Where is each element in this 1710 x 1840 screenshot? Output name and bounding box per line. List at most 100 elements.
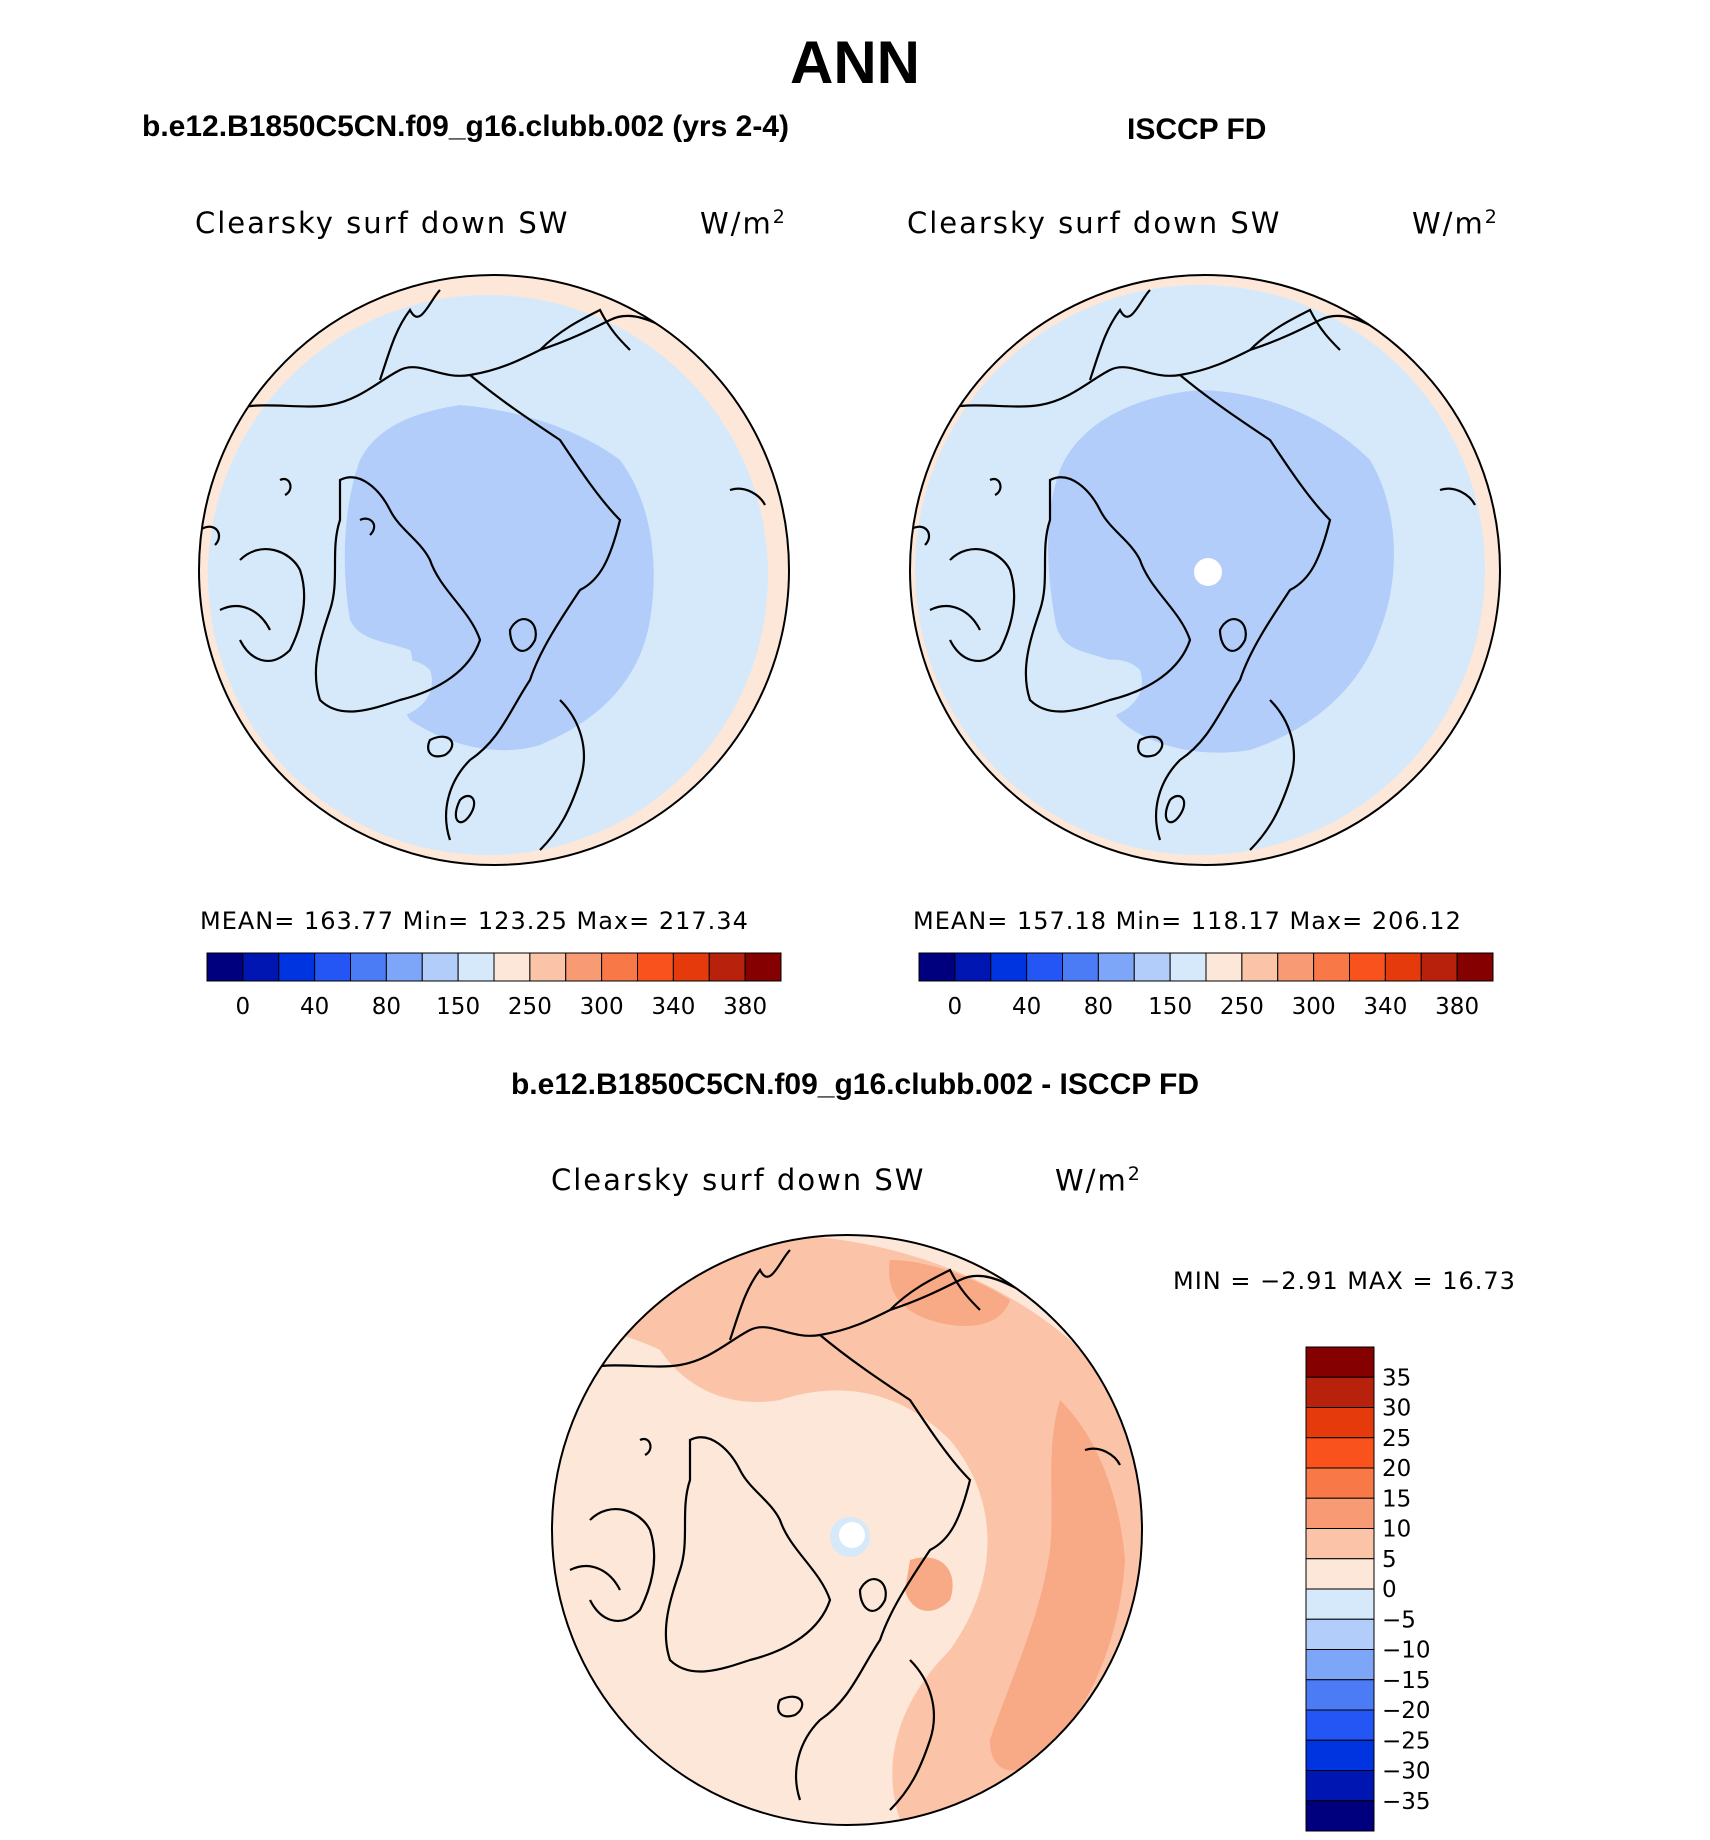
panel-2-colorbar-swatch xyxy=(1097,952,1135,982)
panel-3-colorbar-tick-label: −20 xyxy=(1382,1698,1431,1724)
panel-1-colorbar-swatch xyxy=(385,952,423,982)
map-1 xyxy=(198,274,790,866)
panel-3-colorbar-swatch xyxy=(1305,1376,1375,1408)
panel-2-variable-label: Clearsky surf down SW xyxy=(907,206,1282,240)
map-2-greenland-patch xyxy=(1054,659,1142,720)
panel-3-colorbar-swatch xyxy=(1305,1407,1375,1439)
panel-1-colorbar-swatch xyxy=(637,952,674,982)
map-3-missing-data-pole xyxy=(839,1522,865,1548)
panel-3-colorbar-tick-label: 5 xyxy=(1382,1547,1397,1573)
panel-3-colorbar-tick-label: −30 xyxy=(1382,1759,1431,1785)
panel-3-colorbar-swatch xyxy=(1305,1437,1375,1469)
panel-2-title: ISCCP FD xyxy=(1127,113,1267,146)
panel-3-colorbar-tick-label: 20 xyxy=(1382,1456,1411,1482)
map-1-inner-region xyxy=(344,405,654,751)
panel-2-colorbar-tick-label: 150 xyxy=(1148,994,1192,1020)
panel-3-colorbar-swatch xyxy=(1305,1739,1375,1771)
panel-1-variable-label: Clearsky surf down SW xyxy=(195,206,570,240)
panel-1-colorbar-swatch xyxy=(421,952,459,982)
panel-1-colorbar-swatch xyxy=(529,952,567,982)
panel-1-colorbar-tick-label: 380 xyxy=(723,994,767,1020)
panel-2-colorbar-swatch xyxy=(1169,952,1207,982)
panel-2-colorbar-tick-label: 40 xyxy=(1012,994,1041,1020)
panel-3-colorbar-swatch xyxy=(1305,1649,1375,1681)
map-1-greenland-patch xyxy=(344,659,432,720)
panel-1-title: b.e12.B1850C5CN.f09_g16.clubb.002 (yrs 2… xyxy=(142,110,789,143)
panel-2-colorbar-swatch xyxy=(1313,952,1350,982)
panel-2-colorbar-swatch xyxy=(1420,952,1458,982)
panel-3-colorbar-tick-label: −25 xyxy=(1382,1728,1431,1754)
panel-3-colorbar-tick-label: 30 xyxy=(1382,1396,1411,1422)
panel-2-units-label: W/m2 xyxy=(1412,206,1499,241)
panel-3-colorbar-tick-label: 10 xyxy=(1382,1517,1411,1543)
panel-3-colorbar-swatch xyxy=(1305,1709,1375,1741)
panel-1-stats: MEAN= 163.77 Min= 123.25 Max= 217.34 xyxy=(200,907,749,935)
panel-3-colorbar-tick-label: 35 xyxy=(1382,1365,1411,1391)
map-2-border xyxy=(909,274,1501,866)
map-3-mid-region xyxy=(560,1235,1142,1824)
panel-2-colorbar-swatch xyxy=(1133,952,1171,982)
panel-3-colorbar-swatch xyxy=(1305,1679,1375,1711)
map-3-inner-region xyxy=(990,1400,1125,1771)
panel-2-colorbar-swatch xyxy=(1456,952,1494,982)
panel-2-colorbar-tick-label: 0 xyxy=(948,994,963,1020)
panel-2-colorbar-swatch xyxy=(954,952,992,982)
panel-2-colorbar-swatch xyxy=(990,952,1028,982)
map-3-coastlines xyxy=(569,1249,1121,1811)
panel-2-colorbar-tick-label: 380 xyxy=(1435,994,1479,1020)
panel-1-colorbar-tick-label: 250 xyxy=(508,994,552,1020)
panel-1-colorbar-swatch xyxy=(242,952,280,982)
panel-3-colorbar-swatch xyxy=(1305,1558,1375,1590)
map-2-missing-data-pole xyxy=(1194,558,1222,586)
panel-3-colorbar-swatch xyxy=(1305,1618,1375,1650)
panel-3-colorbar-tick-label: 15 xyxy=(1382,1486,1411,1512)
panel-3-units-label: W/m2 xyxy=(1055,1163,1142,1198)
panel-3-colorbar: 35 30 25 20 15 10 5 0 −5 −10 −15 −20 −25 −30 −35 xyxy=(1305,1346,1431,1832)
panel-3-variable-label: Clearsky surf down SW xyxy=(551,1163,926,1197)
map-2 xyxy=(909,274,1501,866)
panel-3-stats: MIN = −2.91 MAX = 16.73 xyxy=(1173,1267,1516,1295)
map-1-border xyxy=(198,274,790,866)
panel-1-colorbar-swatch xyxy=(206,952,244,982)
panel-2-stats: MEAN= 157.18 Min= 118.17 Max= 206.12 xyxy=(913,907,1462,935)
panel-1-colorbar-swatch xyxy=(278,952,316,982)
panel-2-colorbar-tick-label: 80 xyxy=(1084,994,1113,1020)
panel-2-colorbar-swatch xyxy=(1277,952,1315,982)
panel-1-colorbar-swatch xyxy=(350,952,387,982)
panel-1-colorbar-swatch xyxy=(457,952,495,982)
panel-2-colorbar-swatch xyxy=(1062,952,1099,982)
panel-1-colorbar-tick-label: 80 xyxy=(372,994,401,1020)
panel-1-colorbar-tick-label: 40 xyxy=(300,994,329,1020)
panel-1-colorbar-swatch xyxy=(708,952,746,982)
panel-1-colorbar-swatch xyxy=(672,952,710,982)
panel-3-colorbar-swatch xyxy=(1305,1770,1375,1802)
panel-1-colorbar-swatch xyxy=(314,952,351,982)
panel-2-colorbar-tick-label: 300 xyxy=(1292,994,1336,1020)
panel-3-colorbar-tick-label: 25 xyxy=(1382,1426,1411,1452)
panel-3-colorbar-tick-label: −5 xyxy=(1382,1607,1416,1633)
panel-1-colorbar-tick-label: 300 xyxy=(580,994,624,1020)
panel-3-colorbar-swatch xyxy=(1305,1588,1375,1620)
panel-2-colorbar-swatch xyxy=(1349,952,1386,982)
panel-3-title: b.e12.B1850C5CN.f09_g16.clubb.002 - ISCC… xyxy=(510,1068,1200,1101)
panel-1-units-label: W/m2 xyxy=(700,206,787,241)
panel-2-colorbar-swatch xyxy=(1384,952,1422,982)
panel-3-colorbar-swatch xyxy=(1305,1528,1375,1560)
figure-title: ANN xyxy=(790,29,920,96)
panel-1-colorbar-tick-label: 0 xyxy=(236,994,251,1020)
map-1-coastlines xyxy=(199,289,766,851)
panel-1-colorbar-tick-label: 340 xyxy=(651,994,695,1020)
map-3-border xyxy=(551,1234,1143,1826)
panel-2-colorbar-swatch xyxy=(1241,952,1279,982)
panel-1-colorbar-swatch xyxy=(565,952,603,982)
panel-2-colorbar-swatch xyxy=(918,952,956,982)
panel-1-colorbar: 0 40 80 150 250 300 340 380 xyxy=(206,952,782,1020)
panel-2-colorbar: 0 40 80 150 250 300 340 380 xyxy=(918,952,1494,1020)
panel-2-colorbar-swatch xyxy=(1205,952,1243,982)
panel-1-colorbar-swatch xyxy=(744,952,782,982)
panel-2-colorbar-swatch xyxy=(1026,952,1063,982)
panel-1-colorbar-tick-label: 150 xyxy=(436,994,480,1020)
panel-2-colorbar-tick-label: 250 xyxy=(1220,994,1264,1020)
panel-1-colorbar-swatch xyxy=(601,952,638,982)
